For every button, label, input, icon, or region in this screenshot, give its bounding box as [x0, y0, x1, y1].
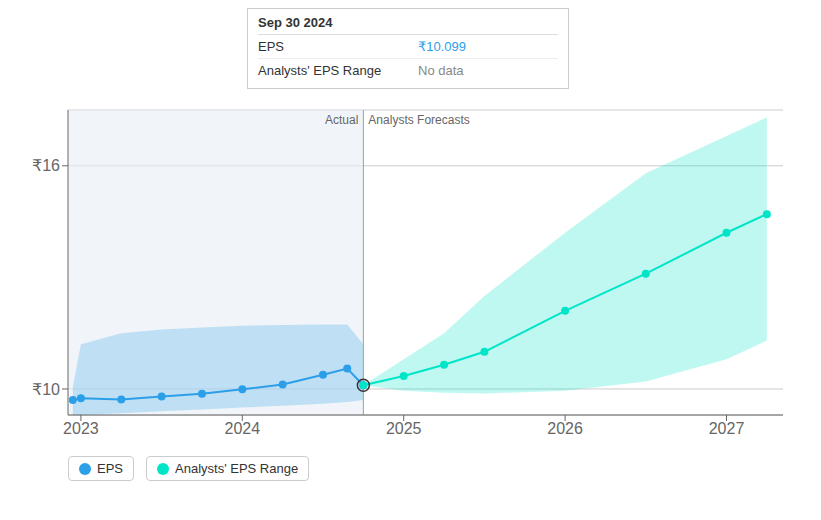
html-text:No data: No data: [418, 63, 464, 78]
html-text:Analysts' EPS Range: Analysts' EPS Range: [258, 63, 382, 78]
svg-text:₹10: ₹10: [32, 381, 60, 398]
svg-text:2025: 2025: [386, 420, 422, 437]
svg-text:Analysts Forecasts: Analysts Forecasts: [368, 113, 469, 127]
svg-text:Actual: Actual: [325, 113, 358, 127]
html-text:Analysts' EPS Range: Analysts' EPS Range: [175, 461, 299, 476]
html-text:₹10.099: ₹10.099: [418, 39, 466, 54]
html-text:EPS: EPS: [97, 461, 123, 476]
svg-text:2023: 2023: [63, 420, 99, 437]
svg-text:2027: 2027: [709, 420, 745, 437]
svg-text:2026: 2026: [547, 420, 583, 437]
html-text:Sep 30 2024: Sep 30 2024: [258, 15, 333, 30]
svg-text:₹16: ₹16: [32, 157, 60, 174]
svg-text:2024: 2024: [225, 420, 261, 437]
html-text:EPS: EPS: [258, 39, 284, 54]
